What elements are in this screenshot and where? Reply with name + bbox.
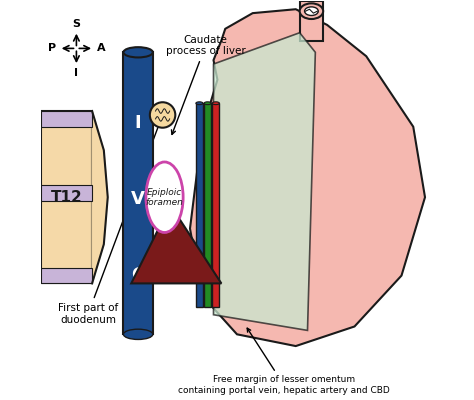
Ellipse shape: [123, 47, 153, 58]
Text: Epiploic
foramen: Epiploic foramen: [146, 188, 183, 207]
Ellipse shape: [305, 7, 318, 16]
Polygon shape: [123, 52, 153, 334]
Polygon shape: [212, 103, 219, 307]
Ellipse shape: [123, 329, 153, 340]
Polygon shape: [213, 33, 315, 330]
Polygon shape: [41, 111, 92, 284]
Polygon shape: [41, 185, 92, 201]
Text: S: S: [73, 19, 81, 29]
Polygon shape: [190, 9, 425, 346]
Text: Free margin of lesser omentum
containing portal vein, hepatic artery and CBD: Free margin of lesser omentum containing…: [178, 328, 390, 395]
Text: First part of
duodenum: First part of duodenum: [58, 119, 162, 324]
Polygon shape: [196, 103, 203, 307]
Polygon shape: [41, 268, 92, 284]
Ellipse shape: [146, 162, 183, 232]
Text: P: P: [48, 43, 56, 53]
Polygon shape: [204, 103, 211, 307]
Polygon shape: [41, 111, 92, 127]
Ellipse shape: [212, 102, 219, 105]
Ellipse shape: [196, 102, 203, 105]
Ellipse shape: [204, 102, 211, 105]
Text: A: A: [97, 43, 105, 53]
Polygon shape: [131, 205, 221, 284]
Text: Caudate
process of liver: Caudate process of liver: [166, 35, 246, 134]
Text: V: V: [131, 190, 145, 208]
Text: T12: T12: [51, 190, 82, 205]
Polygon shape: [92, 111, 108, 284]
Polygon shape: [300, 1, 323, 40]
Text: C: C: [131, 266, 145, 284]
Ellipse shape: [300, 3, 323, 19]
Text: I: I: [135, 114, 141, 132]
Text: I: I: [74, 68, 78, 78]
Ellipse shape: [150, 102, 175, 128]
